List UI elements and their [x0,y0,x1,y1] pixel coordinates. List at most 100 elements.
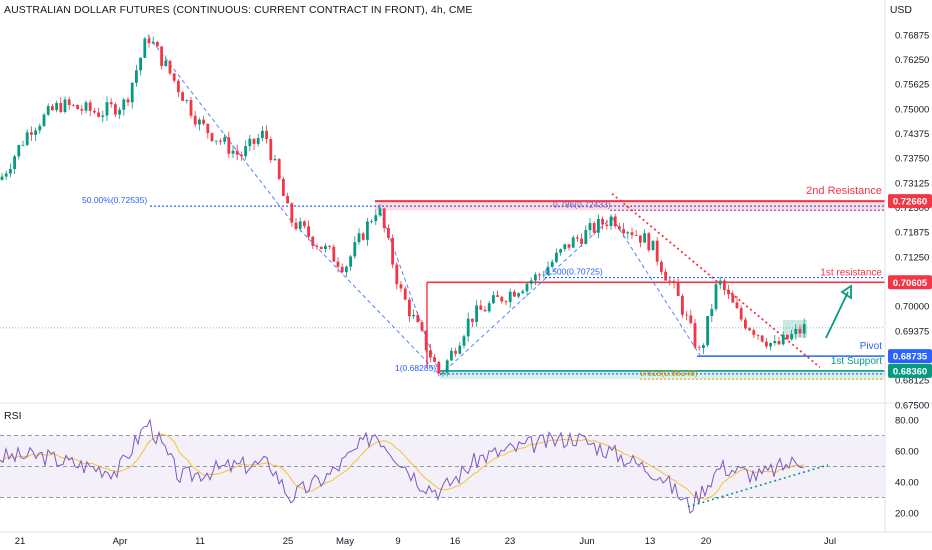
time-tick-label: Jun [579,536,594,547]
rsi-label[interactable]: RSI [4,410,22,422]
candle-body [63,99,67,112]
candle-body [353,242,357,257]
candle-body [508,291,512,303]
price-tick-label: 0.67500 [895,400,929,411]
candle-body [773,341,777,344]
candle-body [319,246,323,250]
candle-body [571,237,575,248]
candle-body [777,341,781,345]
time-tick-label: 11 [195,536,205,547]
candle-body [9,169,12,174]
candle-body [693,323,697,348]
candle-body [84,102,88,111]
candle-body [324,245,327,250]
price-tick-label: 0.68125 [895,376,929,387]
candle-body [240,154,243,157]
candle-body [399,284,403,289]
support-1-zone [440,370,885,380]
candle-body [538,274,541,276]
candle-body [328,245,331,247]
candle-body [769,343,772,347]
candle-body [273,159,277,161]
candle-body [261,130,264,139]
candle-body [739,308,743,320]
time-tick-label: 25 [283,536,294,547]
rsi-tick-label: 40.00 [895,478,919,489]
candle-body [370,221,373,222]
candle-body [685,314,688,316]
candle-body [67,99,71,105]
candle-body [151,42,155,44]
candle-body [177,80,180,93]
candle-body [202,119,205,124]
candle-body [147,38,151,44]
candle-body [735,302,739,309]
downtrend-line [611,192,821,369]
price-tick-label: 0.76875 [895,30,929,41]
level-price-text: 0.72660 [893,197,927,208]
price-tick-label: 0.74375 [895,129,929,140]
candle-body [580,238,583,244]
rsi-panel [0,418,885,514]
candle-body [332,246,336,262]
candle-body [475,305,478,322]
candle-body [513,291,516,297]
candle-body [206,123,210,134]
candle-body [592,223,596,233]
fib-annotation: 0.500(0.70725) [545,267,603,277]
candle-body [655,240,659,262]
candle-body [349,256,352,267]
candle-body [613,216,617,227]
candle-body [143,38,147,58]
candle-body [445,360,449,373]
candle-body [294,222,298,229]
candle-body [563,244,567,250]
candle-body [248,138,252,147]
up-arrow-shaft [825,291,849,339]
candle-body [492,295,495,304]
candle-body [282,178,285,196]
candle-body [466,318,470,337]
candle-body [408,299,411,317]
candle-body [361,233,365,240]
candle-body [798,328,802,334]
level-price-text: 0.68735 [893,352,928,363]
candle-body [576,237,579,239]
candle-body [723,280,726,291]
candle-body [265,130,268,139]
time-tick-label: Jul [824,536,836,547]
price-tick-label: 0.71875 [895,228,929,239]
candle-body [584,230,588,244]
candle-body [567,244,571,248]
rsi-tick-label: 80.00 [895,416,919,427]
candle-body [72,104,75,106]
rsi-ma-line [0,433,805,500]
candle-body [727,290,730,295]
price-tick-label: 0.72500 [895,203,929,214]
candle-body [4,173,8,177]
candle-body [168,60,172,74]
candle-body [34,130,37,135]
candle-body [336,261,340,267]
price-tick-label: 0.70000 [895,302,929,313]
candle-body [609,216,613,227]
candle-body [529,280,533,284]
candle-body [210,133,214,141]
candle-body [534,274,537,281]
candle-body [135,70,138,83]
candle-body [714,284,718,310]
candle-body [189,100,193,116]
candle-body [160,46,163,66]
candle-body [214,140,218,142]
candle-body [559,249,562,253]
time-tick-label: 9 [395,536,400,547]
rsi-tick-label: 20.00 [895,509,919,520]
candle-body [588,223,592,231]
time-tick-label: 20 [701,536,712,547]
candle-body [357,233,361,243]
candle-body [504,301,508,303]
candle-body [664,271,667,281]
candle-body [781,334,785,345]
